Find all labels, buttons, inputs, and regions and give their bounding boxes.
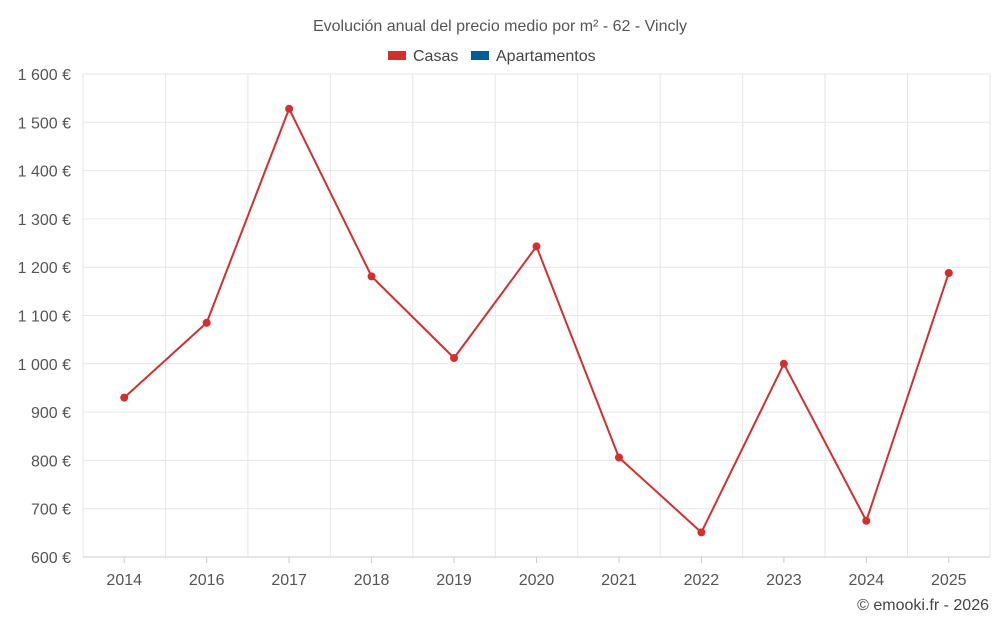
legend-label-casas[interactable]: Casas [413,48,458,65]
x-tick-label: 2022 [684,572,720,589]
chart-title: Evolución anual del precio medio por m² … [313,18,687,35]
y-tick-label: 1 000 € [18,357,71,374]
credit-text: © emooki.fr - 2026 [857,597,989,614]
y-axis: 600 € 700 € 800 € 900 € 1 000 € 1 100 € 1 200 … [18,67,71,567]
y-tick-label: 700 € [31,502,71,519]
y-tick-label: 1 100 € [18,309,71,326]
x-tick-label: 2021 [601,572,637,589]
data-point[interactable] [532,242,541,251]
data-point[interactable] [614,453,623,462]
legend-swatch-casas [388,51,406,60]
data-point[interactable] [450,354,459,363]
y-tick-label: 600 € [31,550,71,567]
x-tick-label: 2019 [436,572,472,589]
x-tick-label: 2023 [766,572,802,589]
data-point[interactable] [367,272,376,281]
legend-swatch-apartamentos [471,51,489,60]
y-tick-label: 1 600 € [18,67,71,84]
x-tick-label: 2024 [849,572,885,589]
y-tick-label: 1 400 € [18,164,71,181]
x-tick-label: 2020 [519,572,555,589]
grid [82,73,991,558]
y-tick-label: 900 € [31,405,71,422]
data-point[interactable] [120,393,129,402]
x-tick-label: 2025 [931,572,967,589]
x-tick-label: 2016 [189,572,225,589]
data-point[interactable] [779,359,788,368]
series-layer [120,104,953,537]
legend-label-apartamentos[interactable]: Apartamentos [496,48,596,65]
x-axis: 2014 2016 2017 2018 2019 2020 2021 2022 2023 2024… [106,557,967,589]
data-point[interactable] [862,516,871,525]
x-tick-label: 2017 [271,572,307,589]
data-point[interactable] [944,268,953,277]
data-point[interactable] [697,528,706,537]
x-tick-label: 2014 [106,572,142,589]
x-tick-label: 2018 [354,572,390,589]
y-tick-label: 1 300 € [18,212,71,229]
legend: Casas Apartamentos [388,48,596,65]
y-tick-label: 1 500 € [18,115,71,132]
y-tick-label: 1 200 € [18,260,71,277]
data-point[interactable] [285,104,294,113]
data-point[interactable] [202,318,211,327]
y-tick-label: 800 € [31,453,71,470]
